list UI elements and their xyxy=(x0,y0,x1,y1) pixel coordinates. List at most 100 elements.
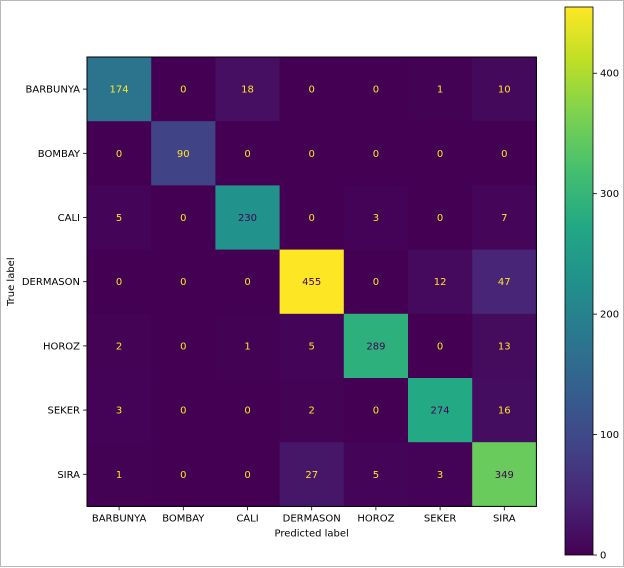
colorbar-tick-label: 300 xyxy=(600,189,619,200)
y-axis-ticks: BARBUNYA BOMBAY CALI DERMASON HOROZ SEKER SIRA xyxy=(22,85,87,481)
cell-value-label: 230 xyxy=(238,213,257,224)
heatmap-cell xyxy=(408,442,473,507)
cell-value-label: 0 xyxy=(244,406,250,417)
cell-value-label: 0 xyxy=(437,149,443,160)
heatmap-cell xyxy=(279,57,345,122)
cell-value-label: 0 xyxy=(309,213,315,224)
heatmap-cell xyxy=(343,313,409,379)
cell-value-label: 289 xyxy=(366,341,385,352)
heatmap-cell xyxy=(472,185,537,251)
y-axis-title: True label xyxy=(6,257,17,307)
cell-value-label: 5 xyxy=(309,341,315,352)
heatmap-cell xyxy=(279,313,345,379)
x-tick-label: SIRA xyxy=(493,513,516,524)
cell-value-label: 1 xyxy=(116,470,122,481)
cell-value-label: 0 xyxy=(373,277,379,288)
heatmap-cell xyxy=(215,185,281,251)
heatmap-cell xyxy=(215,442,281,507)
colorbar xyxy=(564,6,594,556)
cell-value-label: 349 xyxy=(495,470,514,481)
cell-value-label: 274 xyxy=(431,406,450,417)
heatmap-cell xyxy=(151,313,216,379)
heatmap-cell xyxy=(87,442,152,507)
heatmap-cell xyxy=(87,313,152,379)
cell-value-label: 7 xyxy=(501,213,507,224)
cell-value-label: 0 xyxy=(116,149,122,160)
heatmap-cell xyxy=(151,185,216,251)
heatmap-cell xyxy=(343,121,409,186)
cell-value-label: 0 xyxy=(180,470,186,481)
cell-value-label: 174 xyxy=(110,85,129,96)
heatmap-cell xyxy=(151,249,216,315)
heatmap-cell xyxy=(151,442,216,507)
heatmap-cell xyxy=(279,121,345,186)
heatmap-cell xyxy=(472,121,537,186)
heatmap-cell xyxy=(215,378,281,443)
colorbar-tick-label: 400 xyxy=(600,69,619,80)
cell-value-label: 5 xyxy=(116,213,122,224)
heatmap-cell xyxy=(343,378,409,443)
colorbar-tick-label: 100 xyxy=(600,430,619,441)
heatmap-cell xyxy=(215,57,281,122)
heatmap-cell xyxy=(215,121,281,186)
x-tick-label: HOROZ xyxy=(357,513,394,524)
cell-value-label: 0 xyxy=(309,85,315,96)
y-tick-label: SIRA xyxy=(57,470,80,481)
x-tick-label: DERMASON xyxy=(283,513,341,524)
y-tick-label: DERMASON xyxy=(22,277,80,288)
x-tick-label: SEKER xyxy=(424,513,457,524)
colorbar-tick-label: 0 xyxy=(600,551,606,562)
cell-value-label: 12 xyxy=(434,277,447,288)
y-tick-label: CALI xyxy=(58,213,80,224)
y-tick-label: SEKER xyxy=(48,406,81,417)
heatmap-cell xyxy=(472,249,537,315)
x-axis-ticks: BARBUNYA BOMBAY CALI DERMASON HOROZ SEKER SIRA xyxy=(92,506,516,524)
heatmap-cell xyxy=(472,442,537,507)
cell-value-label: 13 xyxy=(498,341,511,352)
heatmap-cell xyxy=(151,57,216,122)
heatmap-cell xyxy=(279,378,345,443)
y-tick-label: HOROZ xyxy=(43,341,80,352)
heatmap-cell xyxy=(408,185,473,251)
cell-value-label: 0 xyxy=(244,470,250,481)
cell-value-label: 27 xyxy=(305,470,318,481)
heatmap-cell xyxy=(343,249,409,315)
cell-value-label: 0 xyxy=(244,149,250,160)
x-tick-label: CALI xyxy=(236,513,258,524)
cell-value-label: 0 xyxy=(116,277,122,288)
cell-value-label: 16 xyxy=(498,406,511,417)
cell-value-label: 0 xyxy=(309,149,315,160)
cell-value-label: 3 xyxy=(437,470,443,481)
cell-value-label: 1 xyxy=(437,85,443,96)
heatmap-cell xyxy=(279,249,345,315)
cell-value-label: 47 xyxy=(498,277,511,288)
x-tick-label: BOMBAY xyxy=(162,513,205,524)
heatmap-cell xyxy=(343,442,409,507)
heatmap-cell xyxy=(151,378,216,443)
heatmap-cells xyxy=(87,57,537,507)
heatmap-cell xyxy=(408,57,473,122)
heatmap-cell xyxy=(87,185,152,251)
cell-value-label: 0 xyxy=(501,149,507,160)
y-tick-label: BARBUNYA xyxy=(26,85,81,96)
cell-value-label: 0 xyxy=(180,213,186,224)
heatmap-cell xyxy=(87,249,152,315)
cell-value-label: 0 xyxy=(244,277,250,288)
cell-value-label: 3 xyxy=(373,213,379,224)
cell-value-label: 0 xyxy=(373,85,379,96)
y-tick-label: BOMBAY xyxy=(38,149,81,160)
heatmap-cell xyxy=(279,185,345,251)
cell-value-label: 0 xyxy=(180,406,186,417)
heatmap-cell xyxy=(151,121,216,186)
heatmap-cell xyxy=(408,249,473,315)
cell-value-label: 0 xyxy=(180,341,186,352)
heatmap-cell xyxy=(472,378,537,443)
cell-value-label: 0 xyxy=(437,213,443,224)
colorbar-ticks: 0 100 200 300 400 xyxy=(593,69,619,562)
heatmap-cell xyxy=(472,57,537,122)
heatmap-cell xyxy=(87,378,152,443)
x-tick-label: BARBUNYA xyxy=(92,513,147,524)
cell-value-label: 0 xyxy=(437,341,443,352)
